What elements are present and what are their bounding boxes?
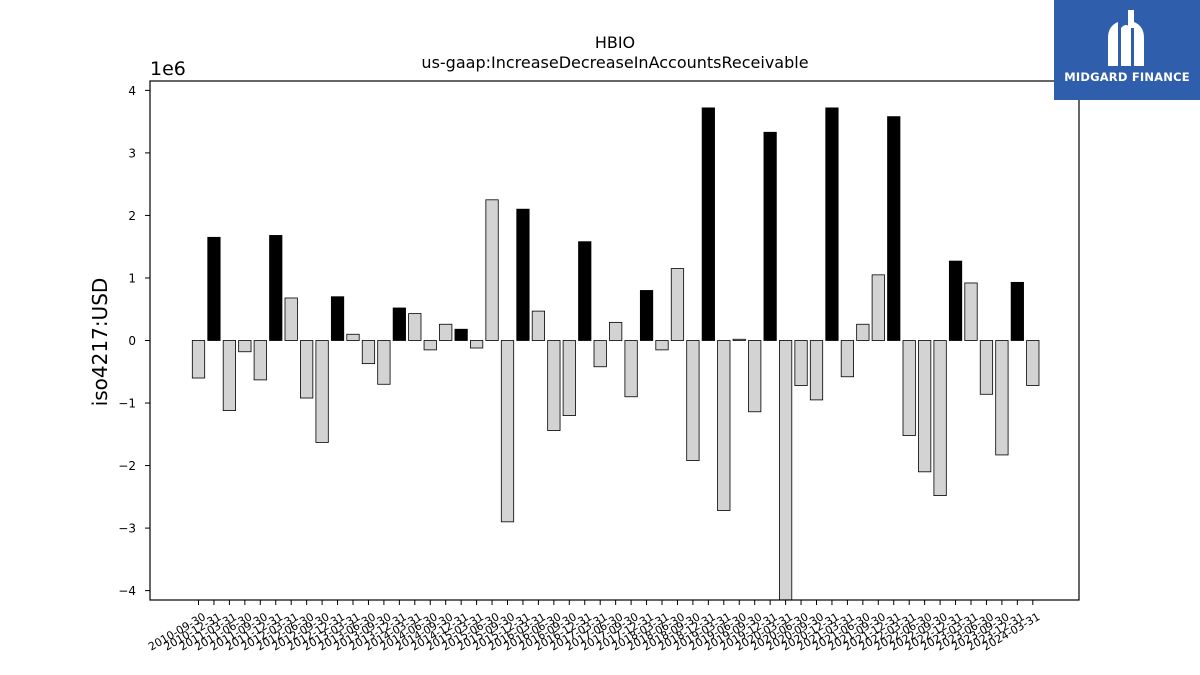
y-tick-label: 0 bbox=[128, 334, 136, 348]
logo-mark-icon bbox=[1108, 10, 1144, 66]
bar-2018-03-31 bbox=[655, 340, 669, 351]
logo-text: MIDGARD FINANCE bbox=[1064, 70, 1190, 84]
chart-subtitle: us-gaap:IncreaseDecreaseInAccountsReceiv… bbox=[421, 53, 808, 72]
bar-2022-06-30 bbox=[918, 340, 932, 473]
bar-2017-09-30 bbox=[624, 340, 638, 398]
y-tick-label: 2 bbox=[128, 209, 136, 223]
bar-2011-03-31 bbox=[222, 340, 236, 411]
bar-2018-06-30 bbox=[670, 268, 685, 341]
bar-2010-12-31 bbox=[207, 236, 221, 341]
x-axis: 2010-09-302010-12-312011-03-312011-06-30… bbox=[146, 600, 1042, 653]
y-tick-label: −3 bbox=[118, 522, 136, 536]
bar-2015-03-31 bbox=[469, 340, 484, 349]
bar-2018-12-31 bbox=[701, 107, 715, 341]
y-tick-label: −4 bbox=[118, 584, 136, 598]
brand-logo: MIDGARD FINANCE bbox=[1054, 0, 1200, 100]
y-tick-label: 1 bbox=[128, 271, 136, 285]
bar-2016-09-30 bbox=[562, 340, 576, 416]
bar-2014-09-30 bbox=[439, 323, 453, 341]
bars-group bbox=[191, 107, 1040, 601]
bar-2014-03-31 bbox=[408, 313, 422, 341]
bar-2012-06-30 bbox=[300, 340, 314, 399]
bar-2016-12-31 bbox=[578, 241, 592, 341]
bar-2017-06-30 bbox=[609, 321, 623, 341]
bar-2023-09-30 bbox=[995, 340, 1009, 456]
bar-2015-12-31 bbox=[516, 208, 530, 341]
bar-2021-03-31 bbox=[840, 340, 855, 378]
bar-2018-09-30 bbox=[686, 340, 700, 461]
bar-2014-06-30 bbox=[423, 340, 437, 351]
bar-2023-03-31 bbox=[964, 282, 978, 341]
y-tick-label: −2 bbox=[118, 459, 136, 473]
bar-2012-03-31 bbox=[284, 297, 298, 341]
bar-2020-12-31 bbox=[825, 107, 839, 341]
bar-2015-06-30 bbox=[485, 199, 499, 341]
bar-2023-12-31 bbox=[1010, 281, 1024, 341]
bar-2019-03-31 bbox=[717, 340, 731, 511]
bar-2021-06-30 bbox=[856, 323, 870, 341]
bar-2013-09-30 bbox=[377, 340, 391, 385]
bar-2016-06-30 bbox=[547, 340, 561, 431]
bar-2011-09-30 bbox=[253, 340, 267, 381]
bar-2017-03-31 bbox=[593, 340, 607, 368]
bar-2019-06-30 bbox=[732, 338, 746, 341]
bar-2020-09-30 bbox=[809, 340, 824, 401]
bar-2010-09-30 bbox=[191, 340, 206, 379]
bar-2012-09-30 bbox=[315, 340, 329, 443]
bar-2022-09-30 bbox=[933, 340, 947, 496]
bar-2013-06-30 bbox=[361, 340, 376, 365]
bar-2020-06-30 bbox=[794, 340, 808, 386]
y-tick-label: −1 bbox=[118, 397, 136, 411]
bar-2015-09-30 bbox=[500, 340, 515, 523]
y-axis-label: iso4217:USD bbox=[88, 278, 112, 407]
bar-2014-12-31 bbox=[454, 328, 468, 341]
bar-2012-12-31 bbox=[330, 296, 345, 341]
bar-2011-06-30 bbox=[238, 340, 252, 353]
y-tick-label: 4 bbox=[128, 84, 136, 98]
bar-2011-12-31 bbox=[269, 235, 283, 341]
bar-2020-03-31 bbox=[779, 340, 793, 601]
bar-2022-03-31 bbox=[902, 340, 916, 436]
bar-2021-09-30 bbox=[871, 274, 885, 341]
bar-2019-12-31 bbox=[763, 131, 777, 341]
y-tick-label: 3 bbox=[128, 146, 136, 160]
chart-title: HBIO bbox=[595, 33, 635, 52]
bar-2023-06-30 bbox=[979, 340, 994, 395]
y-axis: −4 −3 −2 −1 0 1 2 3 4 bbox=[118, 84, 150, 598]
bar-2016-03-31 bbox=[531, 310, 546, 341]
bar-2013-03-31 bbox=[346, 333, 360, 341]
bar-2022-12-31 bbox=[948, 260, 963, 341]
bar-2021-12-31 bbox=[887, 116, 901, 341]
plot-frame bbox=[149, 80, 1080, 601]
bar-2019-09-30 bbox=[748, 340, 762, 413]
bar-2024-03-31 bbox=[1026, 340, 1040, 386]
y-scale-label: 1e6 bbox=[150, 58, 186, 80]
bar-2013-12-31 bbox=[392, 307, 406, 341]
bar-2017-12-31 bbox=[639, 290, 654, 341]
